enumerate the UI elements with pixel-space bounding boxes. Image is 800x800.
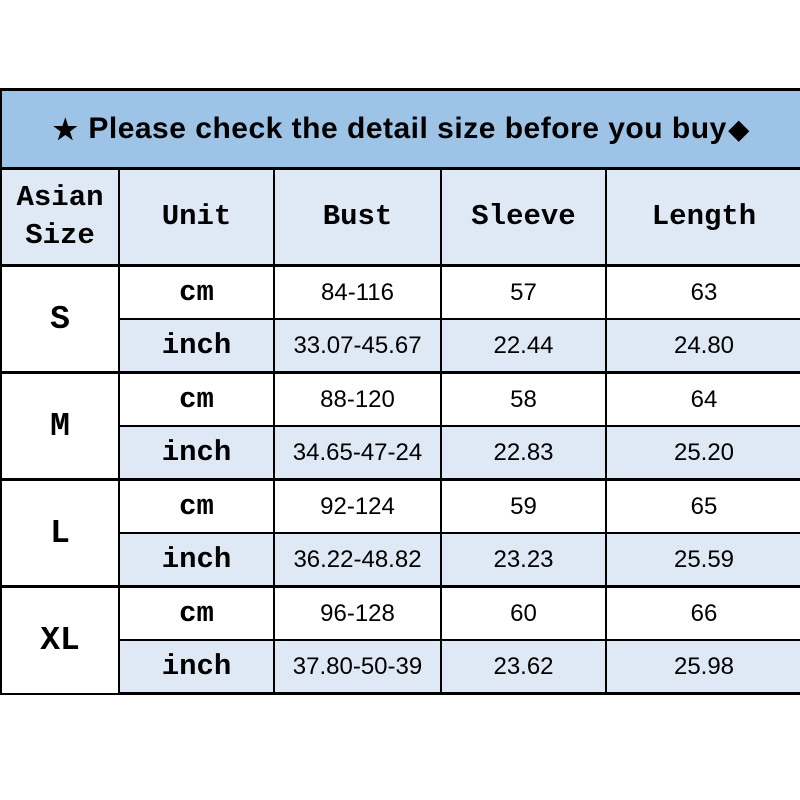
sleeve-cm-value: 58	[440, 371, 607, 427]
length-cm-value: 66	[605, 585, 800, 641]
size-label: S	[0, 264, 120, 374]
notice-banner-text: Please check the detail size before you …	[88, 112, 727, 145]
bust-cm-value: 96-128	[273, 585, 442, 641]
length-inch-value: 24.80	[605, 318, 800, 374]
bust-cm-value: 84-116	[273, 264, 442, 320]
unit-label-cm: cm	[118, 585, 275, 641]
sleeve-inch-value: 22.44	[440, 318, 607, 374]
header-sleeve: Sleeve	[440, 167, 607, 267]
sleeve-inch-value: 22.83	[440, 425, 607, 481]
length-inch-value: 25.98	[605, 639, 800, 695]
header-length: Length	[605, 167, 800, 267]
unit-label-cm: cm	[118, 478, 275, 534]
sleeve-inch-value: 23.23	[440, 532, 607, 588]
sleeve-cm-value: 59	[440, 478, 607, 534]
bust-inch-value: 36.22-48.82	[273, 532, 442, 588]
sleeve-cm-value: 57	[440, 264, 607, 320]
sleeve-cm-value: 60	[440, 585, 607, 641]
notice-banner: ★ Please check the detail size before yo…	[0, 88, 800, 167]
unit-label-inch: inch	[118, 318, 275, 374]
star-icon: ★	[52, 113, 79, 145]
length-cm-value: 64	[605, 371, 800, 427]
table-row-inch: inch 37.80-50-39 23.62 25.98	[1, 639, 800, 695]
unit-label-cm: cm	[118, 371, 275, 427]
header-unit: Unit	[118, 167, 275, 267]
bust-inch-value: 34.65-47-24	[273, 425, 442, 481]
table-row-inch: inch 36.22-48.82 23.23 25.59	[1, 532, 800, 588]
unit-label-inch: inch	[118, 639, 275, 695]
header-bust: Bust	[273, 167, 442, 267]
bust-inch-value: 37.80-50-39	[273, 639, 442, 695]
table-row-cm: XL cm 96-128 60 66	[0, 585, 800, 695]
length-inch-value: 25.59	[605, 532, 800, 588]
table-row-inch: inch 34.65-47-24 22.83 25.20	[1, 425, 800, 481]
unit-label-inch: inch	[118, 425, 275, 481]
size-label: XL	[0, 585, 120, 695]
bust-inch-value: 33.07-45.67	[273, 318, 442, 374]
header-row: Asian Size Unit Bust Sleeve Length	[0, 167, 800, 267]
diamond-icon: ◆	[728, 113, 750, 144]
length-inch-value: 25.20	[605, 425, 800, 481]
size-table-header: Asian Size Unit Bust Sleeve Length	[0, 167, 800, 267]
bust-cm-value: 92-124	[273, 478, 442, 534]
unit-label-cm: cm	[118, 264, 275, 320]
length-cm-value: 65	[605, 478, 800, 534]
size-label: L	[0, 478, 120, 588]
header-asian-size: Asian Size	[0, 167, 120, 267]
size-label: M	[0, 371, 120, 481]
bust-cm-value: 88-120	[273, 371, 442, 427]
unit-label-inch: inch	[118, 532, 275, 588]
length-cm-value: 63	[605, 264, 800, 320]
sleeve-inch-value: 23.62	[440, 639, 607, 695]
table-row-inch: inch 33.07-45.67 22.44 24.80	[1, 318, 800, 374]
